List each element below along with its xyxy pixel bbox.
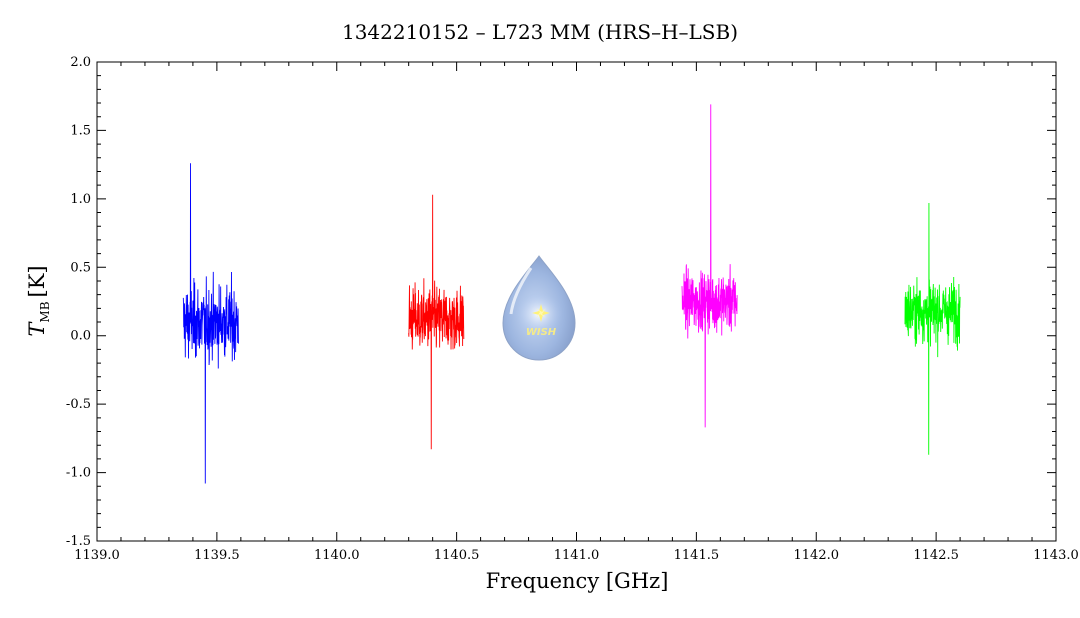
y-tick-labels: -1.5 -1.0 -0.5 0.0 0.5 1.0 1.5 2.0: [66, 55, 91, 549]
y-tick-label: -0.5: [66, 397, 91, 412]
y-axis-title-symbol: T: [25, 321, 49, 337]
y-tick-label: 1.0: [70, 192, 91, 207]
y-tick-label: 0.0: [70, 329, 91, 344]
spectrum-series-3: [681, 104, 738, 428]
x-tick-labels: 1139.0 1139.5 1140.0 1140.5 1141.0 1141.5 1142…: [74, 548, 1079, 563]
x-tick-label: 1140.0: [314, 548, 360, 563]
y-axis-title-subscript: MB: [38, 301, 52, 322]
spectrum-series-4: [904, 202, 961, 455]
tick-marks: [96, 61, 1057, 542]
x-tick-label: 1143.0: [1033, 548, 1079, 563]
x-axis-title: Frequency [GHz]: [486, 569, 669, 593]
y-tick-label: 0.5: [70, 260, 91, 275]
series-layer: [182, 104, 961, 484]
x-tick-label: 1142.0: [794, 548, 840, 563]
y-tick-label: 1.5: [70, 123, 91, 138]
spectrum-series-2: [408, 194, 465, 450]
wish-logo: WISH: [502, 255, 576, 361]
x-tick-label: 1141.5: [674, 548, 720, 563]
y-axis-title: TMB [K]: [25, 265, 52, 336]
logo-text: WISH: [526, 327, 557, 338]
x-tick-label: 1139.0: [74, 548, 120, 563]
chart-title: 1342210152 – L723 MM (HRS–H–LSB): [342, 20, 738, 44]
y-axis-title-unit: [K]: [25, 265, 49, 297]
y-tick-label: 2.0: [70, 55, 91, 70]
x-tick-label: 1141.0: [554, 548, 600, 563]
y-tick-label: -1.5: [66, 534, 91, 549]
star-icon: [532, 304, 550, 322]
x-tick-label: 1139.5: [194, 548, 240, 563]
x-tick-label: 1140.5: [434, 548, 480, 563]
y-tick-label: -1.0: [66, 466, 91, 481]
svg-text:TMB[K]: TMB [K]: [25, 265, 52, 336]
spectrum-series-1: [182, 163, 239, 484]
axis-ticks: [96, 61, 1057, 542]
x-tick-label: 1142.5: [913, 548, 959, 563]
